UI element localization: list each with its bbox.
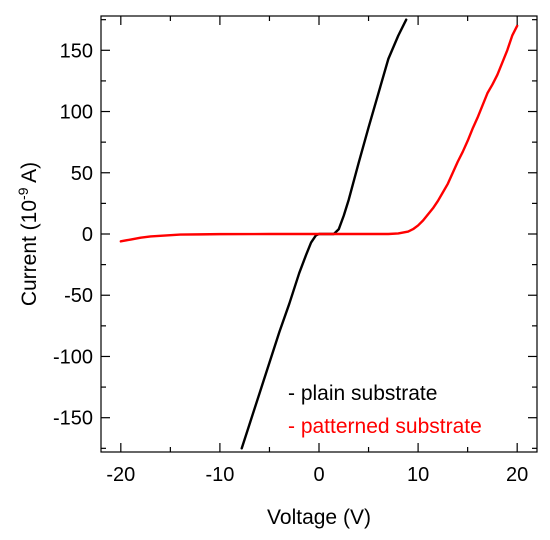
y-axis-title-suffix: A) bbox=[18, 162, 41, 188]
x-axis-title: Voltage (V) bbox=[267, 506, 371, 529]
y-tick-label: -100 bbox=[53, 346, 93, 368]
legend-entry-patterned: - patterned substrate bbox=[288, 415, 482, 438]
axis-ticks bbox=[101, 16, 537, 452]
x-tick-label: -20 bbox=[106, 464, 135, 486]
y-tick-label: 50 bbox=[71, 163, 93, 185]
y-tick-label: -50 bbox=[64, 285, 93, 307]
plot-area bbox=[119, 18, 519, 450]
x-tick-label: -10 bbox=[205, 464, 234, 486]
legend-entry-plain: - plain substrate bbox=[288, 382, 437, 405]
x-tick-label: 0 bbox=[313, 464, 324, 486]
legend: - plain substrate - patterned substrate bbox=[288, 382, 482, 438]
y-axis-title-prefix: Current (10 bbox=[18, 200, 41, 306]
x-tick-label: 20 bbox=[506, 464, 528, 486]
y-tick-label: 0 bbox=[82, 224, 93, 246]
series-line-patterned bbox=[119, 24, 519, 243]
y-axis-title: Current (10-9 A) bbox=[15, 162, 41, 306]
y-tick-label: 150 bbox=[60, 40, 93, 62]
y-tick-label: 100 bbox=[60, 102, 93, 124]
y-axis-title-exponent: -9 bbox=[15, 187, 31, 200]
y-tick-label: -150 bbox=[53, 408, 93, 430]
x-tick-label: 10 bbox=[407, 464, 429, 486]
